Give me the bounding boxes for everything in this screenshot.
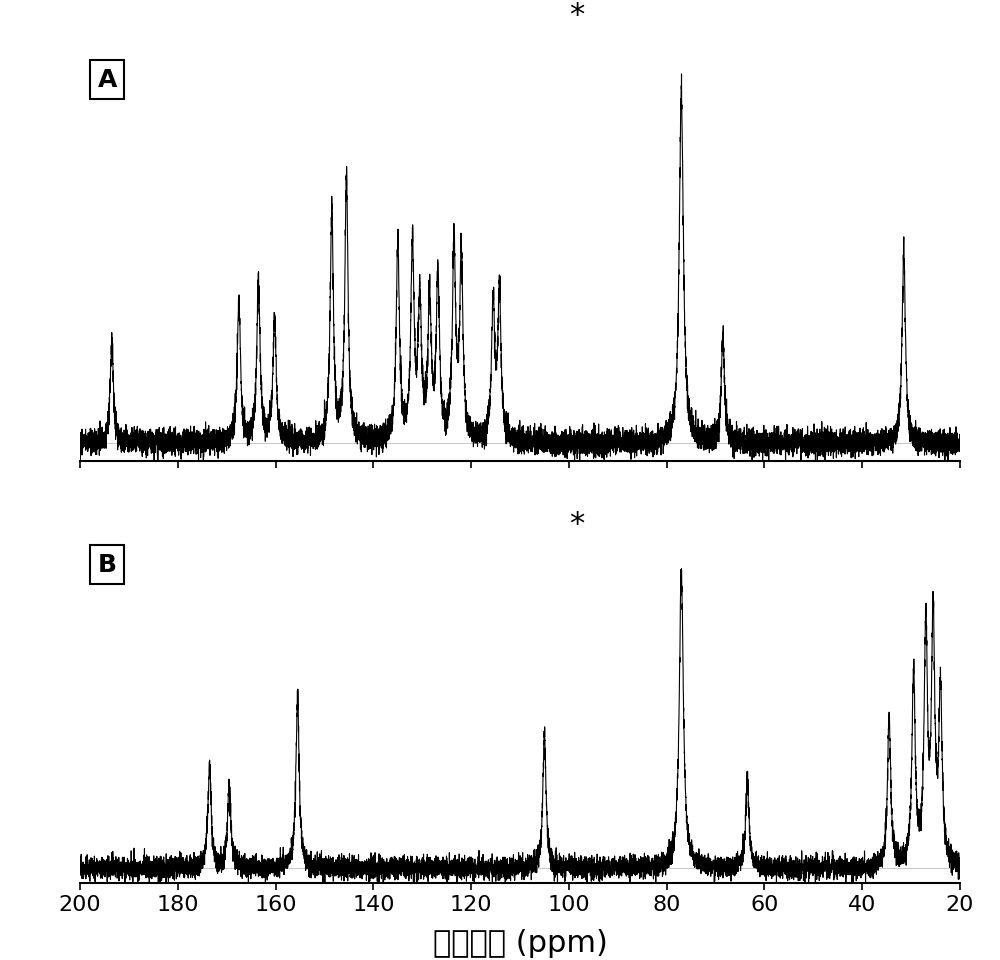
Text: Chemical structure A: Chemical structure A [349, 125, 480, 138]
Text: A: A [98, 68, 117, 92]
Text: B: B [98, 553, 117, 577]
X-axis label: 化学位移 (ppm): 化学位移 (ppm) [433, 929, 607, 958]
Text: *: * [570, 1, 585, 30]
Text: *: * [570, 510, 585, 539]
